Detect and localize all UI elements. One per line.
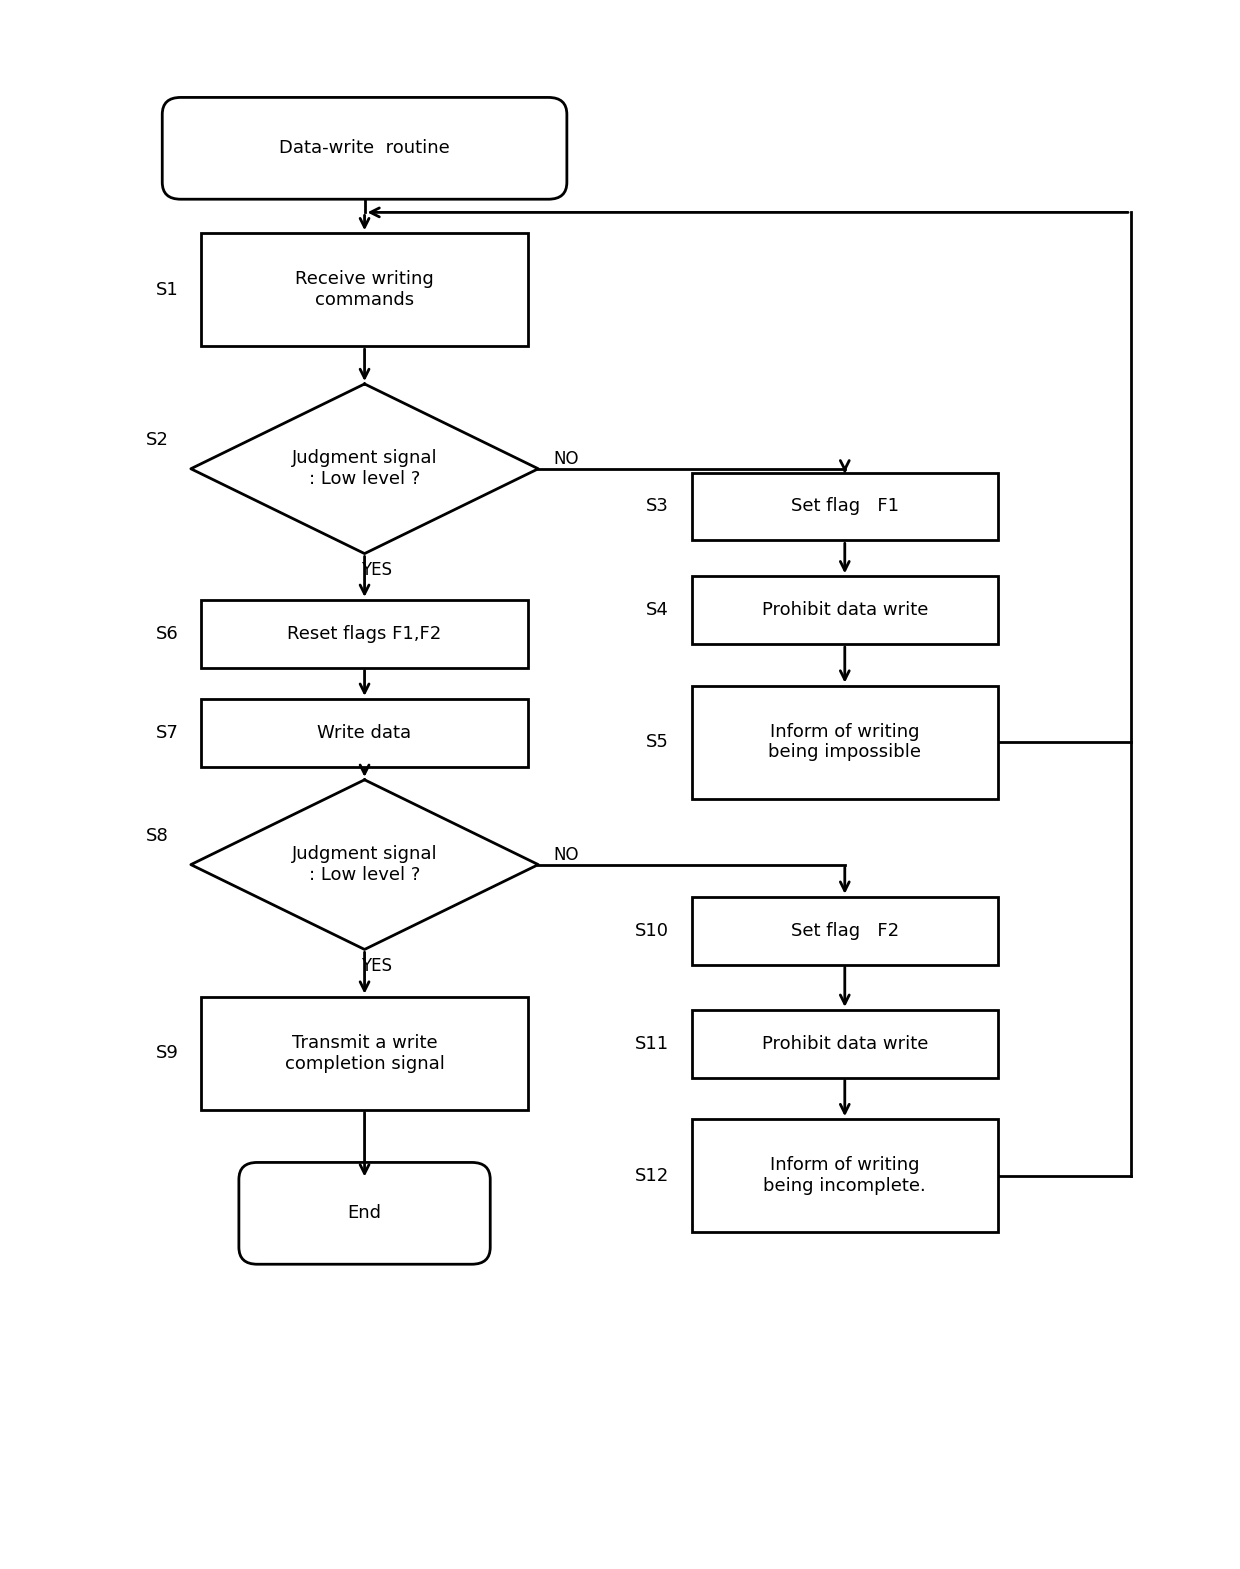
Text: YES: YES <box>361 562 392 579</box>
Text: Set flag   F1: Set flag F1 <box>791 497 899 516</box>
Bar <box>201 234 528 347</box>
Bar <box>692 686 998 799</box>
Text: S4: S4 <box>646 601 670 620</box>
Bar <box>201 698 528 767</box>
Text: Set flag   F2: Set flag F2 <box>791 921 899 940</box>
Text: Write data: Write data <box>317 723 412 742</box>
Text: S1: S1 <box>156 281 179 298</box>
Bar <box>201 599 528 668</box>
Bar <box>692 896 998 965</box>
Text: S10: S10 <box>635 921 670 940</box>
Text: S2: S2 <box>145 431 169 449</box>
FancyBboxPatch shape <box>239 1163 490 1265</box>
Text: Reset flags F1,F2: Reset flags F1,F2 <box>288 624 441 643</box>
Text: NO: NO <box>553 450 579 468</box>
Text: S8: S8 <box>145 827 169 846</box>
Bar <box>692 472 998 540</box>
FancyBboxPatch shape <box>162 97 567 199</box>
Text: Prohibit data write: Prohibit data write <box>761 601 928 620</box>
Text: Prohibit data write: Prohibit data write <box>761 1034 928 1053</box>
Text: Receive writing
commands: Receive writing commands <box>295 270 434 309</box>
Text: End: End <box>347 1205 382 1222</box>
Text: S9: S9 <box>156 1043 179 1062</box>
Polygon shape <box>191 384 538 554</box>
Text: S5: S5 <box>646 733 670 752</box>
Text: NO: NO <box>553 846 579 865</box>
Text: S6: S6 <box>156 624 179 643</box>
Bar <box>692 576 998 643</box>
Text: Inform of writing
being impossible: Inform of writing being impossible <box>769 723 921 761</box>
Bar <box>201 996 528 1109</box>
Text: S12: S12 <box>635 1167 670 1185</box>
Text: S7: S7 <box>156 723 179 742</box>
Text: S3: S3 <box>646 497 670 516</box>
Text: Data-write  routine: Data-write routine <box>279 140 450 157</box>
Bar <box>692 1119 998 1232</box>
Polygon shape <box>191 780 538 949</box>
Bar <box>692 1010 998 1078</box>
Text: YES: YES <box>361 957 392 974</box>
Text: Judgment signal
: Low level ?: Judgment signal : Low level ? <box>291 846 438 883</box>
Text: Judgment signal
: Low level ?: Judgment signal : Low level ? <box>291 449 438 488</box>
Text: Transmit a write
completion signal: Transmit a write completion signal <box>285 1034 444 1073</box>
Text: Inform of writing
being incomplete.: Inform of writing being incomplete. <box>764 1156 926 1196</box>
Text: S11: S11 <box>635 1034 670 1053</box>
